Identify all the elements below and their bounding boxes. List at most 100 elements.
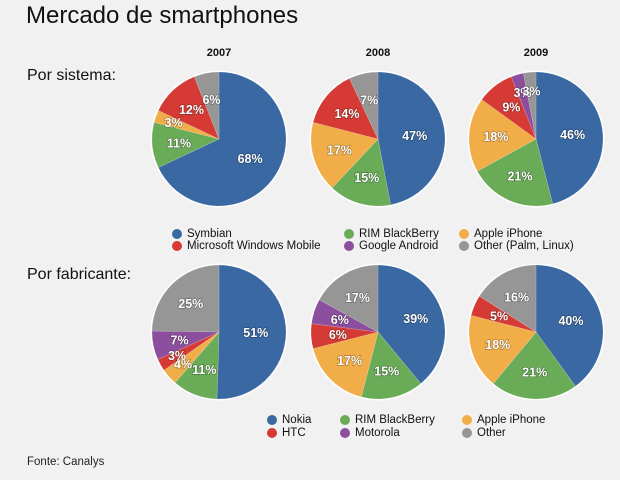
pie-os-2007: 68% 11% 3%12%6% <box>150 70 288 208</box>
pie-data-label: 25% <box>178 297 203 311</box>
legend-swatch <box>172 229 182 239</box>
legend-swatch <box>340 415 350 425</box>
legend-item: Symbian <box>172 228 232 240</box>
pie-slice-apple-iphone <box>312 331 379 398</box>
pie-data-label: 47% <box>402 129 427 143</box>
pie-data-label: 9% <box>502 101 520 115</box>
legend-item: Apple iPhone <box>459 228 542 240</box>
legend-item: Other <box>462 427 506 439</box>
pie-slice-other <box>318 264 379 333</box>
legend-swatch <box>459 229 469 239</box>
pie-data-label: 3% <box>165 116 183 130</box>
pie-slice-nokia <box>377 264 446 385</box>
legend-swatch <box>344 229 354 239</box>
pie-os-2009: 46% 21% 18% 9%3%3% <box>467 70 605 208</box>
legend-item: RIM BlackBerry <box>344 228 439 240</box>
pie-data-label: 7% <box>360 93 378 107</box>
pie-slice-motorola <box>151 330 220 360</box>
pie-slice-rim-blackberry <box>476 138 554 207</box>
pie-data-label: 3% <box>168 349 186 363</box>
legend-swatch <box>462 428 472 438</box>
legend-item: HTC <box>267 427 306 439</box>
legend-swatch <box>344 241 354 251</box>
pie-slice-motorola <box>311 299 379 333</box>
pie-data-label: 18% <box>485 338 510 352</box>
pie-data-label: 7% <box>171 334 189 348</box>
pie-data-label: 6% <box>202 93 220 107</box>
pie-data-label: 18% <box>483 130 508 144</box>
legend-item: RIM BlackBerry <box>340 414 435 426</box>
pie-os-2008: 47% 15%17% 14%7% <box>309 70 447 208</box>
year-label-2008: 2008 <box>365 47 391 59</box>
pie-slice-nokia <box>216 264 287 400</box>
legend-swatch <box>267 415 277 425</box>
pie-data-label: 68% <box>238 152 263 166</box>
legend-item: Google Android <box>344 240 438 252</box>
legend-item: Microsoft Windows Mobile <box>172 240 321 252</box>
pie-slice-symbian <box>377 71 446 206</box>
pie-data-label: 3% <box>522 85 540 99</box>
pie-slice-htc <box>310 323 379 350</box>
pie-data-label: 46% <box>560 128 585 142</box>
pie-data-label: 15% <box>354 171 379 185</box>
pie-slice-apple-iphone <box>468 314 537 385</box>
pie-data-label: 17% <box>345 291 370 305</box>
pie-data-label: 15% <box>374 365 399 379</box>
pie-manufacturer-2008: 39% 15% 17% 6%6% 17% <box>309 263 447 401</box>
chart-title: Mercado de smartphones <box>26 2 299 29</box>
legend-item: Other (Palm, Linux) <box>459 240 574 252</box>
legend-item: Nokia <box>267 414 311 426</box>
year-label-2009: 2009 <box>523 47 549 59</box>
pie-slice-rim-blackberry <box>492 331 576 400</box>
pie-slice-apple-iphone <box>163 331 220 383</box>
pie-data-label: 12% <box>179 103 204 117</box>
pie-slice-other-palm-linux <box>349 71 379 140</box>
pie-slice-rim-blackberry <box>331 138 391 207</box>
pie-slice-apple-iphone <box>153 110 220 140</box>
pie-slice-htc <box>157 331 220 371</box>
pie-slice-nokia <box>535 264 604 387</box>
section-label-os: Por sistema: <box>27 67 116 84</box>
pie-slice-symbian <box>535 71 604 205</box>
legend-swatch <box>267 428 277 438</box>
legend-item: Apple iPhone <box>462 414 545 426</box>
pie-slice-microsoft-windows-mobile <box>312 77 379 140</box>
pie-slice-symbian <box>157 71 287 207</box>
pie-data-label: 6% <box>329 328 347 342</box>
legend-swatch <box>459 241 469 251</box>
pie-data-label: 11% <box>167 136 191 150</box>
section-label-manufacturer: Por fabricante: <box>27 266 132 283</box>
pie-data-label: 17% <box>337 354 362 368</box>
pie-data-label: 6% <box>331 313 349 327</box>
pie-slice-other-palm-linux <box>193 71 220 140</box>
legend-swatch <box>462 415 472 425</box>
pie-slice-microsoft-windows-mobile <box>481 76 537 140</box>
pie-slice-rim-blackberry <box>174 331 220 400</box>
legend-swatch <box>340 428 350 438</box>
pie-slice-rim-blackberry <box>151 121 220 168</box>
pie-data-label: 51% <box>243 326 268 340</box>
pie-data-label: 17% <box>327 144 352 158</box>
year-label-2007: 2007 <box>206 47 232 59</box>
pie-data-label: 14% <box>334 107 359 121</box>
pie-slice-other <box>479 264 537 333</box>
pie-slice-htc <box>470 295 537 333</box>
pie-data-label: 21% <box>507 169 532 183</box>
legend-swatch <box>172 241 182 251</box>
pie-slice-google-android <box>510 72 537 140</box>
pie-slice-microsoft-windows-mobile <box>157 76 220 140</box>
pie-slice-other <box>151 264 220 333</box>
pie-data-label: 39% <box>403 312 428 326</box>
source-note: Fonte: Canalys <box>27 456 105 468</box>
pie-data-label: 40% <box>558 314 583 328</box>
pie-data-label: 21% <box>522 366 547 380</box>
pie-data-label: 5% <box>490 310 508 324</box>
pie-data-label: 11% <box>192 363 216 377</box>
pie-slice-other-palm-linux <box>523 71 537 140</box>
pie-data-label: 4% <box>174 358 192 372</box>
legend-item: Motorola <box>340 427 400 439</box>
pie-slice-rim-blackberry <box>360 331 422 400</box>
pie-slice-apple-iphone <box>310 121 379 189</box>
pie-slice-apple-iphone <box>468 99 537 172</box>
